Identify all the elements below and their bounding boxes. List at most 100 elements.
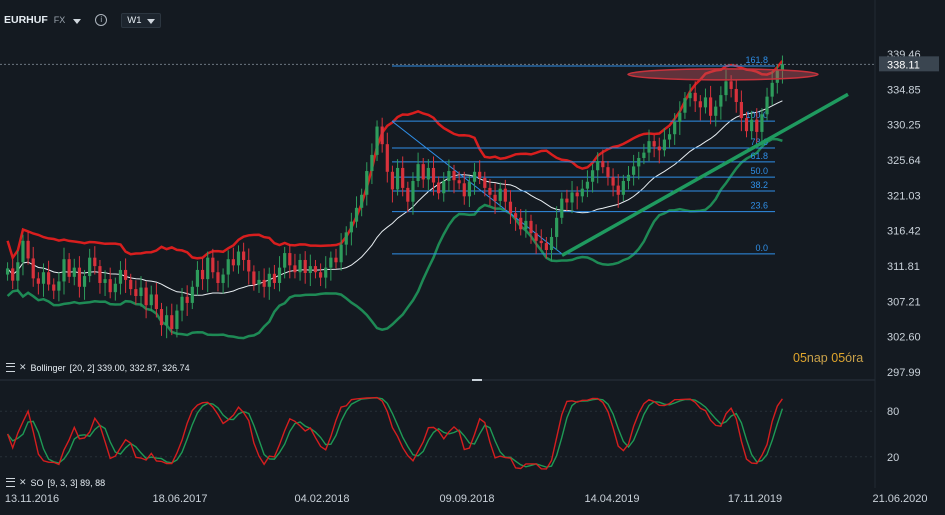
candle-body (354, 207, 359, 222)
candle-body (221, 274, 225, 283)
candle-body (544, 243, 548, 250)
candle-body (11, 268, 15, 281)
candle-body (575, 192, 579, 197)
candle-body (252, 271, 256, 285)
info-icon[interactable]: i (95, 14, 108, 26)
candle-body (488, 187, 492, 195)
candle-body (780, 64, 785, 71)
chevron-down-icon[interactable] (73, 18, 82, 24)
timeframe-selector[interactable]: W1 (121, 12, 161, 28)
close-icon[interactable]: ✕ (19, 362, 27, 372)
candle-body (734, 88, 738, 103)
candle-body (360, 194, 364, 208)
candle-body (616, 185, 620, 195)
candle-body (508, 201, 513, 214)
settings-icon[interactable] (6, 478, 15, 487)
countdown-hours: 05 (831, 351, 846, 365)
market-label: FX (53, 15, 66, 25)
bollinger-legend: ✕ Bollinger [20, 2] 339.00, 332.87, 326.… (6, 362, 190, 373)
pane-resize-handle (472, 379, 482, 381)
candle-body (195, 269, 200, 287)
symbol-selector[interactable]: EURHUF (4, 14, 48, 26)
bollinger-params: [20, 2] 339.00, 332.87, 326.74 (69, 362, 190, 373)
settings-icon[interactable] (6, 363, 15, 372)
candle-body (770, 82, 774, 97)
candle-body (447, 171, 451, 181)
candle-body (478, 171, 482, 178)
candle-body (560, 198, 564, 218)
candle-body (175, 310, 179, 329)
candle-body (277, 267, 282, 283)
bollinger-middle-band (7, 100, 783, 296)
countdown-hours-unit: óra (845, 351, 864, 365)
candle-body (190, 286, 194, 303)
y-tick-label: 330.25 (887, 120, 921, 132)
y-tick-label: 302.60 (887, 332, 921, 344)
timeframe-label: W1 (127, 14, 142, 26)
candle-body (529, 220, 533, 234)
candle-body (370, 154, 374, 172)
candle-body (539, 240, 543, 244)
close-icon[interactable]: ✕ (19, 477, 27, 487)
candle-body (673, 121, 677, 135)
so-tick-label: 20 (887, 452, 899, 464)
candle-body (16, 262, 20, 281)
candle-body (724, 81, 728, 96)
fib-level-label: 78.6 (750, 137, 768, 147)
candle-body (519, 217, 523, 230)
candle-body (26, 240, 30, 259)
candle-body (118, 269, 123, 284)
y-tick-label: 297.99 (887, 367, 921, 379)
x-tick-label: 18.06.2017 (152, 493, 207, 505)
candle-body (611, 177, 615, 186)
candle-body (503, 188, 507, 202)
candle-body (36, 278, 40, 284)
candle-body (318, 272, 323, 278)
candle-body (185, 296, 189, 303)
candle-body (262, 279, 266, 287)
candle-body (395, 167, 400, 190)
candle-body (134, 289, 138, 297)
fib-level-label: 0.0 (755, 243, 768, 253)
resistance-ellipse (627, 68, 819, 81)
candle-body (667, 134, 672, 140)
candle-body (98, 266, 102, 283)
candle-body (216, 272, 220, 283)
candle-body (421, 164, 425, 180)
candle-body (231, 259, 235, 266)
fib-level-label: 50.0 (750, 166, 768, 176)
so-tick-label: 80 (887, 406, 899, 418)
fib-level-label: 23.6 (750, 201, 768, 211)
candle-body (272, 273, 277, 283)
candle-body (462, 183, 466, 197)
candle-body (442, 180, 446, 194)
candle-body (67, 259, 71, 277)
x-tick-label: 14.04.2019 (584, 493, 639, 505)
candle-body (380, 126, 384, 145)
candle-body (662, 139, 667, 151)
fib-level-label: 161.8 (745, 55, 768, 65)
so-legend: ✕ SO [9, 3, 3] 89, 88 (6, 477, 105, 488)
candle-body (467, 181, 472, 197)
fib-level-label: 38.2 (750, 180, 768, 190)
x-tick-label: 04.02.2018 (294, 493, 349, 505)
countdown-days-unit: nap (806, 351, 828, 365)
candle-body (601, 161, 605, 168)
candle-body (242, 251, 246, 260)
bollinger-label: Bollinger (30, 362, 66, 373)
y-tick-label: 325.64 (887, 155, 921, 167)
candle-body (513, 213, 518, 218)
candle-body (632, 166, 636, 175)
candle-body (129, 279, 133, 290)
candle-body (329, 257, 333, 268)
x-tick-label: 17.11.2019 (728, 493, 782, 505)
candle-body (283, 253, 287, 268)
candle-body (257, 279, 261, 285)
candle-body (570, 192, 574, 203)
candle-body (739, 102, 743, 119)
candle-body (113, 283, 117, 293)
candle-body (626, 174, 631, 181)
bollinger-upper-band (6, 60, 784, 261)
